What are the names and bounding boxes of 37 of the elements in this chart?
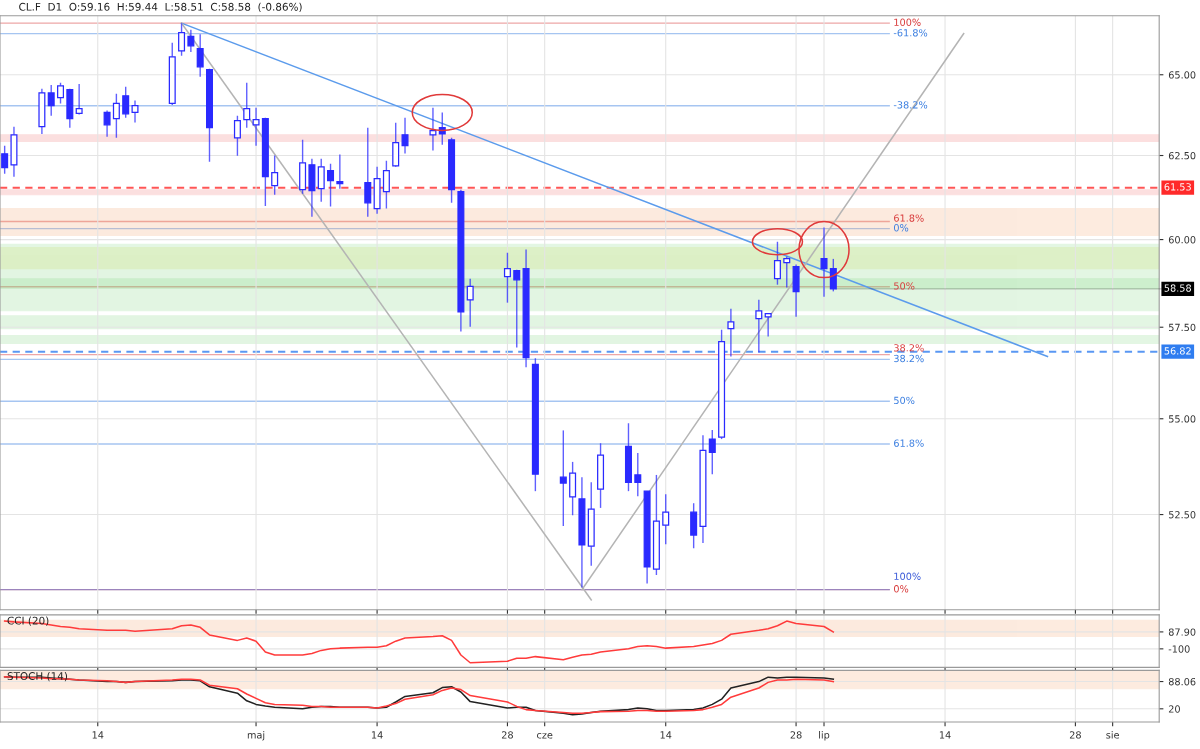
y-tick-label: 88.06 (1168, 678, 1196, 686)
annotation: -61.8% (893, 29, 928, 37)
x-tick-label: 28 (790, 731, 802, 739)
annotation: 38.2% (894, 354, 924, 363)
annotation: 100% (894, 18, 921, 26)
annotation: 0% (893, 224, 909, 232)
y-tick-label: 57.50 (1168, 323, 1196, 332)
annotation: 61.8% (894, 439, 924, 447)
y-tick-label: -100 (1168, 645, 1190, 653)
annotation: 61.8% (894, 214, 924, 222)
y-tick-label: 87.90 (1168, 628, 1196, 636)
x-tick-label: 14 (660, 731, 672, 739)
y-tick-label: 52.50 (1168, 511, 1196, 519)
x-tick-label: 28 (1069, 731, 1081, 739)
annotation: 100% (894, 572, 921, 580)
x-tick-label: sie (1106, 731, 1119, 739)
x-tick-label: cze (537, 733, 553, 739)
x-tick-label: 14 (92, 731, 104, 739)
y-tick-label: 65.00 (1168, 71, 1196, 79)
annotation: 58.58 (1164, 284, 1191, 292)
annotation: 50% (894, 282, 915, 290)
y-tick-label: 20 (1168, 705, 1180, 713)
x-tick-label: maj (247, 731, 265, 741)
y-tick-label: 62.50 (1168, 152, 1196, 160)
x-tick-label: 14 (371, 731, 383, 739)
x-tick-label: lip (819, 731, 830, 741)
y-tick-label: 55.00 (1168, 415, 1196, 423)
chart-title: CL.F D1 O:59.16 H:59.44 L:58.51 C:58.58 (-0.86%) (19, 2, 302, 12)
annotation: 0% (893, 585, 909, 593)
y-tick-label: 60.00 (1168, 236, 1196, 244)
annotation: 50% (894, 396, 915, 405)
ref-line-label: 56.82 (1164, 347, 1191, 355)
x-tick-label: 28 (501, 731, 513, 739)
ref-line-label: 61.53 (1164, 183, 1191, 191)
x-tick-label: 14 (939, 731, 951, 739)
annotation: -38.2% (893, 101, 928, 109)
annotation: 38.2% (894, 344, 924, 352)
